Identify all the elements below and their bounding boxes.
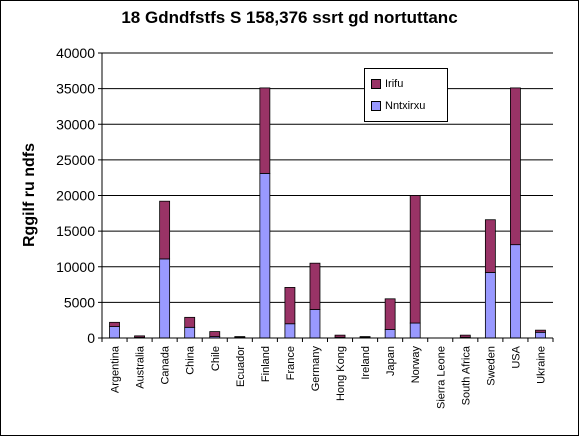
y-tick-label-5: 25000 xyxy=(56,152,95,168)
x-tick-label-germany: Germany xyxy=(310,346,322,392)
chart-title: 18 Gdndfstfs S 158,376 ssrt gd nortuttan… xyxy=(121,8,458,27)
bar-usa-series-1 xyxy=(510,244,521,339)
y-tick-label-1: 5000 xyxy=(64,294,95,310)
legend-swatch-series-2 xyxy=(371,79,381,89)
bar-finland-series-1 xyxy=(259,173,271,339)
bar-china-series-1 xyxy=(184,326,196,339)
y-tick-label-6: 30000 xyxy=(56,116,95,132)
y-tick-label-7: 35000 xyxy=(56,81,95,97)
x-tick-label-argentina: Argentina xyxy=(110,345,122,393)
x-tick-label-chile: Chile xyxy=(210,346,222,371)
y-tick-label-3: 15000 xyxy=(56,223,95,239)
bar-hong-kong-series-2 xyxy=(334,334,346,338)
x-tick-label-china: China xyxy=(185,345,197,375)
bar-france-series-1 xyxy=(284,323,296,339)
x-tick-label-ireland: Ireland xyxy=(360,346,372,380)
x-tick-label-france: France xyxy=(285,346,297,380)
x-tick-labels: Argentina Australia Canada China Chile Ecuado… xyxy=(110,345,548,409)
bars xyxy=(109,87,546,339)
x-tick-label-ukraine: Ukraine xyxy=(535,346,547,384)
bar-sweden-series-2 xyxy=(484,219,496,273)
x-tick-label-sweden: Sweden xyxy=(485,346,497,386)
x-tick-label-japan: Japan xyxy=(385,346,397,376)
legend-item-series-2: Irifu xyxy=(371,73,441,95)
axes xyxy=(101,53,554,342)
bar-south-africa-series-2 xyxy=(459,334,471,338)
x-tick-label-south-africa: South Africa xyxy=(460,345,472,405)
bar-ireland-series-2 xyxy=(359,336,371,338)
x-tick-label-sierra-leone: Sierra Leone xyxy=(435,346,447,409)
y-tick-label-0: 0 xyxy=(87,330,95,346)
bar-china-series-2 xyxy=(184,316,196,328)
bar-ukraine-series-2 xyxy=(535,329,546,333)
x-tick-label-usa: USA xyxy=(510,345,522,368)
y-tick-label-2: 10000 xyxy=(56,259,95,275)
bar-norway-series-2 xyxy=(409,195,421,324)
bar-chile-series-2 xyxy=(209,331,221,337)
legend-label-series-2: Irifu xyxy=(385,78,404,90)
bar-canada-series-2 xyxy=(159,200,171,260)
bar-usa-series-2 xyxy=(510,87,521,246)
bar-japan-series-1 xyxy=(384,329,396,339)
y-tick-labels: 0 5000 10000 15000 20000 25000 30000 35000 40000 xyxy=(56,45,95,346)
x-tick-label-hong-kong: Hong Kong xyxy=(335,346,347,401)
y-tick-label-8: 40000 xyxy=(56,45,95,61)
x-tick-label-australia: Australia xyxy=(135,345,147,389)
bar-argentina-series-1 xyxy=(109,326,120,339)
bar-ukraine-series-1 xyxy=(535,331,546,339)
bar-germany-series-2 xyxy=(309,262,321,310)
bar-argentina-series-2 xyxy=(109,321,120,328)
bar-finland-series-2 xyxy=(259,87,271,174)
y-tick-label-4: 20000 xyxy=(56,188,95,204)
bar-ecuador-series-2 xyxy=(234,336,246,338)
bar-japan-series-2 xyxy=(384,298,396,330)
legend-swatch-series-1 xyxy=(371,101,381,111)
x-tick-label-ecuador: Ecuador xyxy=(235,346,247,387)
bar-norway-series-1 xyxy=(409,322,421,339)
x-tick-label-canada: Canada xyxy=(160,345,172,384)
x-tick-label-norway: Norway xyxy=(410,346,422,384)
legend-item-series-1: Nntxirxu xyxy=(371,95,441,117)
bar-germany-series-1 xyxy=(309,309,321,339)
bar-australia-series-2 xyxy=(134,335,145,338)
bar-sweden-series-1 xyxy=(484,272,496,339)
bar-france-series-2 xyxy=(284,287,296,325)
x-tick-label-finland: Finland xyxy=(260,346,272,382)
bar-canada-series-1 xyxy=(159,258,171,339)
gridlines xyxy=(98,52,553,339)
legend: Irifu Nntxirxu xyxy=(364,68,448,122)
legend-label-series-1: Nntxirxu xyxy=(385,100,426,112)
